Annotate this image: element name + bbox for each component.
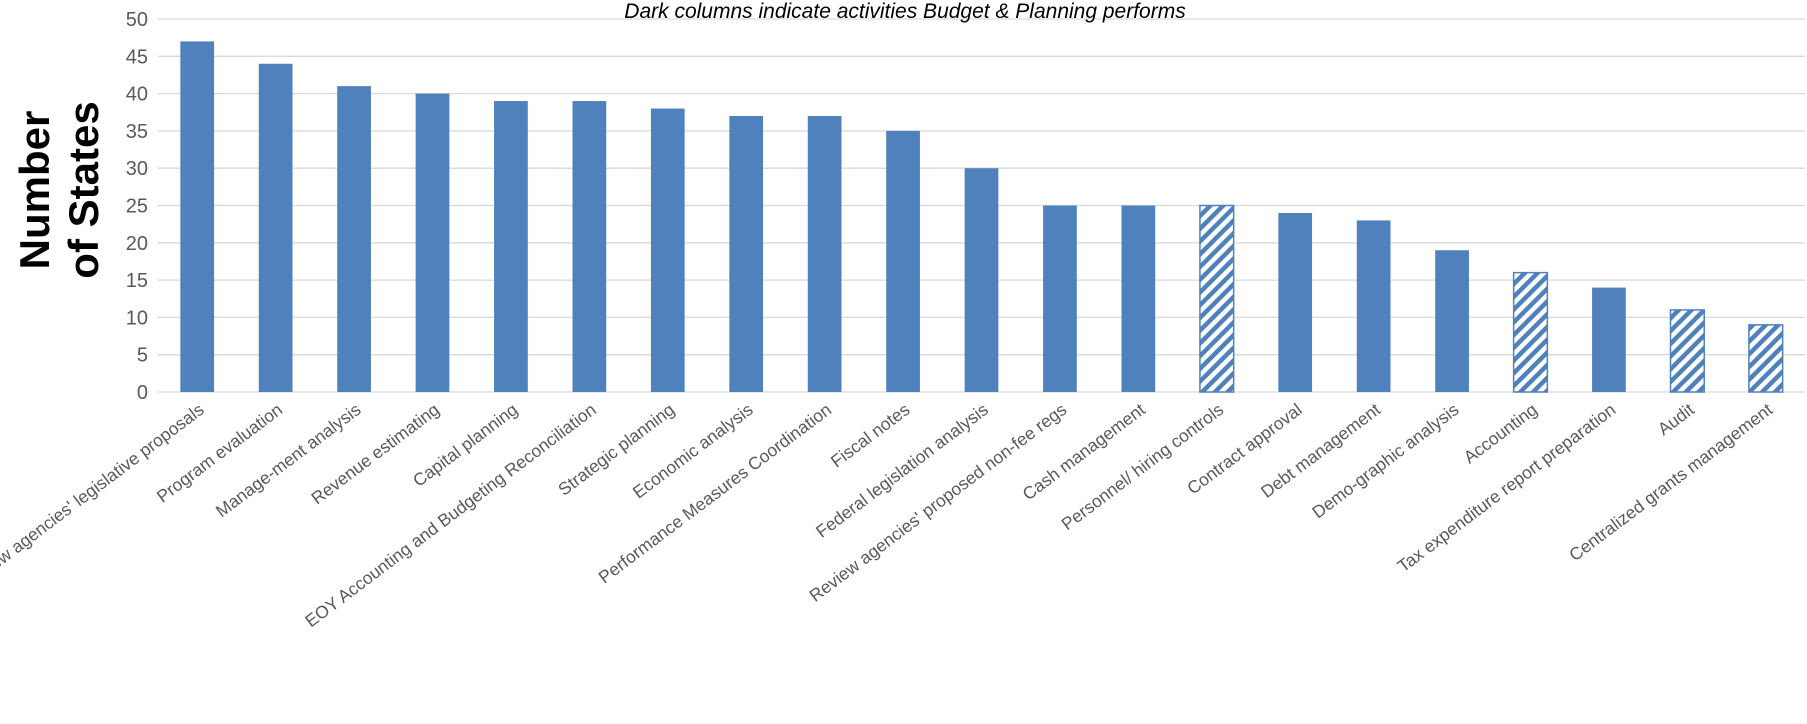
y-tick-label: 5 [137,345,148,367]
bar [1043,205,1077,392]
y-axis-label: Number of States [11,101,107,278]
bar [1199,204,1235,393]
x-tick-label: EOY Accounting and Budgeting Reconciliat… [301,399,599,631]
bar [1435,250,1469,392]
bar [1592,287,1626,392]
bar [964,168,999,392]
y-axis-label-line-2: of States [60,101,107,278]
bar [572,101,607,392]
bar [1669,309,1705,393]
y-tick-label: 50 [126,9,148,31]
x-tick-label: Audit [1654,399,1698,439]
y-tick-label: 40 [126,84,148,106]
bar [1512,271,1549,393]
y-tick-label: 10 [126,307,148,329]
bar [415,93,450,392]
bar [180,41,215,392]
bar [650,108,685,393]
bar [1278,212,1313,392]
y-tick-label: 0 [137,382,148,404]
x-axis-labels: Review agencies' legislative proposalsPr… [0,399,1776,631]
x-tick-label: Revenue estimating [307,399,443,508]
y-tick-label: 25 [126,196,148,218]
y-tick-label: 30 [126,158,148,180]
y-tick-label: 15 [126,270,148,292]
bar [729,115,764,392]
bar [337,86,371,392]
x-tick-label: Accounting [1460,399,1541,467]
bar [494,101,528,392]
chart-subtitle: Dark columns indicate activities Budget … [624,0,1186,23]
bar [1748,324,1784,393]
bar [807,115,842,392]
bars [180,41,1784,393]
y-axis-label-line-1: Number [11,111,58,270]
y-axis-ticks: 0 5 10 15 20 25 30 35 40 45 50 [126,9,148,404]
bar [886,130,920,392]
y-tick-label: 45 [126,46,148,68]
y-tick-label: 35 [126,121,148,143]
bar [258,63,293,392]
y-tick-label: 20 [126,233,148,255]
x-tick-label: Manage-ment analysis [212,399,365,521]
bar [1121,205,1156,392]
bar [1356,220,1391,392]
x-tick-label: Demo-graphic analysis [1308,399,1462,522]
